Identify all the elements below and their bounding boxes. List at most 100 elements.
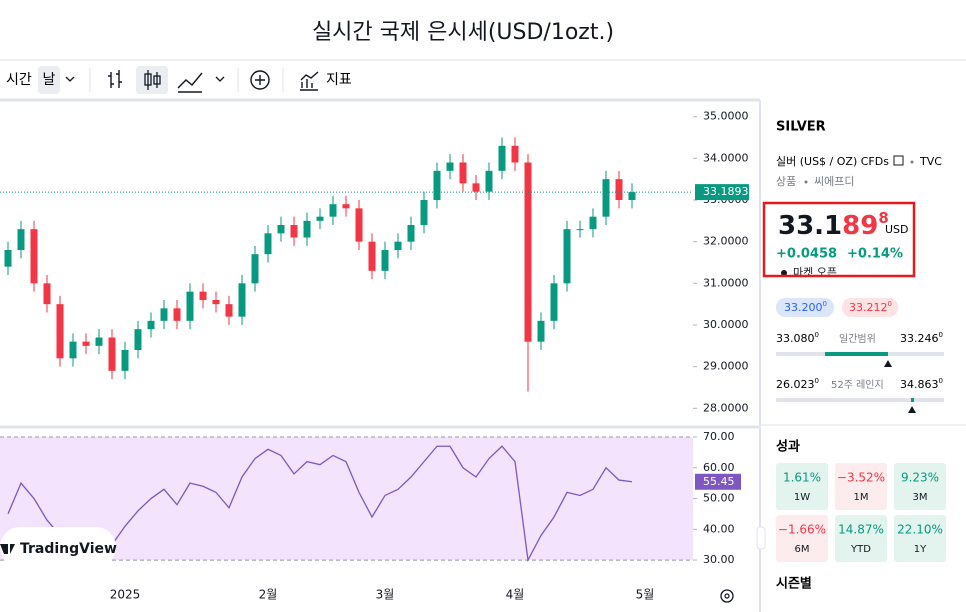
candle-body: [173, 308, 181, 321]
settings-icon[interactable]: [720, 589, 734, 603]
candle-body: [69, 341, 77, 359]
x-tick-label: 3월: [376, 588, 395, 602]
price-main: 33.1: [778, 211, 842, 241]
interval-label[interactable]: 시간: [6, 72, 32, 88]
candle-body: [485, 170, 493, 192]
settings-icon[interactable]: [724, 593, 730, 599]
performance-card[interactable]: [776, 515, 828, 562]
performance-value: 9.23%: [901, 471, 939, 485]
performance-value: 22.10%: [897, 523, 943, 537]
year-high-main: 34.863: [900, 378, 939, 391]
range-pointer: [884, 360, 892, 367]
year-high: 34.8630: [900, 377, 943, 391]
candle-body: [511, 145, 519, 163]
performance-card[interactable]: [894, 515, 946, 562]
year-low-fraction: 0: [815, 377, 819, 385]
x-tick-label: 2월: [259, 588, 278, 602]
day-low-main: 33.080: [776, 332, 815, 345]
indicators-icon[interactable]: [300, 71, 319, 91]
year-low-main: 26.023: [776, 378, 815, 391]
dot-separator: [910, 160, 914, 164]
bars-icon[interactable]: [108, 70, 122, 88]
interval-value[interactable]: 날: [43, 72, 56, 88]
performance-card[interactable]: [776, 463, 828, 510]
watermark-bg: [0, 527, 116, 567]
ask-pill: [842, 298, 898, 317]
candle-body: [212, 300, 220, 305]
candle-body: [381, 250, 389, 271]
performance-value: −1.66%: [778, 523, 826, 537]
indicators-button[interactable]: 지표: [326, 72, 352, 88]
interval-button[interactable]: [38, 66, 60, 94]
performance-period: YTD: [850, 544, 871, 555]
candle-body: [147, 320, 155, 330]
currency: USD: [885, 223, 909, 236]
x-tick-label: 2025: [110, 588, 141, 602]
y-tick-label: 29.0000: [703, 360, 749, 373]
day-high-fraction: 0: [939, 331, 943, 339]
bid-fraction: 0: [823, 300, 827, 308]
candle-body: [563, 229, 571, 284]
candles-icon[interactable]: [144, 73, 152, 86]
dropdown-icon[interactable]: [215, 76, 225, 82]
price-fraction: 8: [878, 209, 888, 227]
symbol-description: 실버 (US$ / OZ) CFDs: [776, 155, 889, 168]
performance-period: 1M: [854, 492, 869, 503]
candle-body: [95, 337, 103, 346]
price-highlight: 89: [842, 211, 878, 241]
performance-value: 1.61%: [783, 471, 821, 485]
candle-body: [459, 162, 467, 184]
watermark-logo: [0, 544, 15, 554]
candle-body: [290, 225, 298, 238]
ask-fraction: 0: [888, 300, 892, 308]
price: 33.1898: [778, 209, 889, 241]
candles-button[interactable]: [136, 66, 168, 94]
y-tick-label: 60.00: [703, 461, 735, 474]
y-tick-label: 30.0000: [703, 318, 749, 331]
add-icon[interactable]: [250, 70, 270, 90]
performance-card[interactable]: [894, 463, 946, 510]
performance-period: 3M: [913, 492, 928, 503]
candle-body: [342, 204, 350, 209]
candle-body: [30, 229, 38, 284]
candle-body: [433, 170, 441, 200]
panel-handle[interactable]: [756, 526, 766, 550]
x-tick-label: 4월: [506, 588, 525, 602]
candle-body: [238, 283, 246, 317]
dropdown-icon[interactable]: [65, 76, 75, 82]
chart: 28.000029.000030.000031.000032.000033.00…: [0, 110, 749, 602]
highlight-box: [762, 201, 916, 278]
subcategory: 씨에프디: [814, 175, 854, 188]
add-icon[interactable]: [255, 75, 265, 85]
external-link-icon[interactable]: [893, 155, 904, 166]
candle-body: [498, 145, 506, 171]
candle-body: [108, 337, 116, 371]
y-tick-label: 28.0000: [703, 401, 749, 414]
candle-body: [43, 283, 51, 305]
candle-body: [251, 254, 259, 284]
candle-body: [524, 162, 532, 342]
last-price-box: [695, 184, 749, 201]
performance-value: −3.52%: [837, 471, 885, 485]
seasonal-title: 시즌별: [776, 576, 812, 592]
bid-main: 33.200: [784, 301, 823, 314]
performance-card[interactable]: [835, 515, 887, 562]
performance-value: 14.87%: [838, 523, 884, 537]
y-tick-label: 34.0000: [703, 151, 749, 164]
performance-card[interactable]: [835, 463, 887, 510]
performance-period: 1W: [794, 492, 810, 503]
day-high-main: 33.246: [900, 332, 939, 345]
candles-icon[interactable]: [153, 75, 161, 85]
y-tick-label: 31.0000: [703, 276, 749, 289]
year-range-label: 52주 레인지: [831, 379, 884, 391]
candle-body: [537, 320, 545, 342]
candle-body: [355, 208, 363, 242]
y-tick-label: 50.00: [703, 492, 735, 505]
symbol: SILVER: [776, 120, 826, 135]
candle-body: [303, 220, 311, 238]
candle-body: [277, 225, 285, 234]
candle-body: [420, 200, 428, 225]
area-icon[interactable]: [177, 72, 203, 93]
candle-body: [199, 291, 207, 300]
